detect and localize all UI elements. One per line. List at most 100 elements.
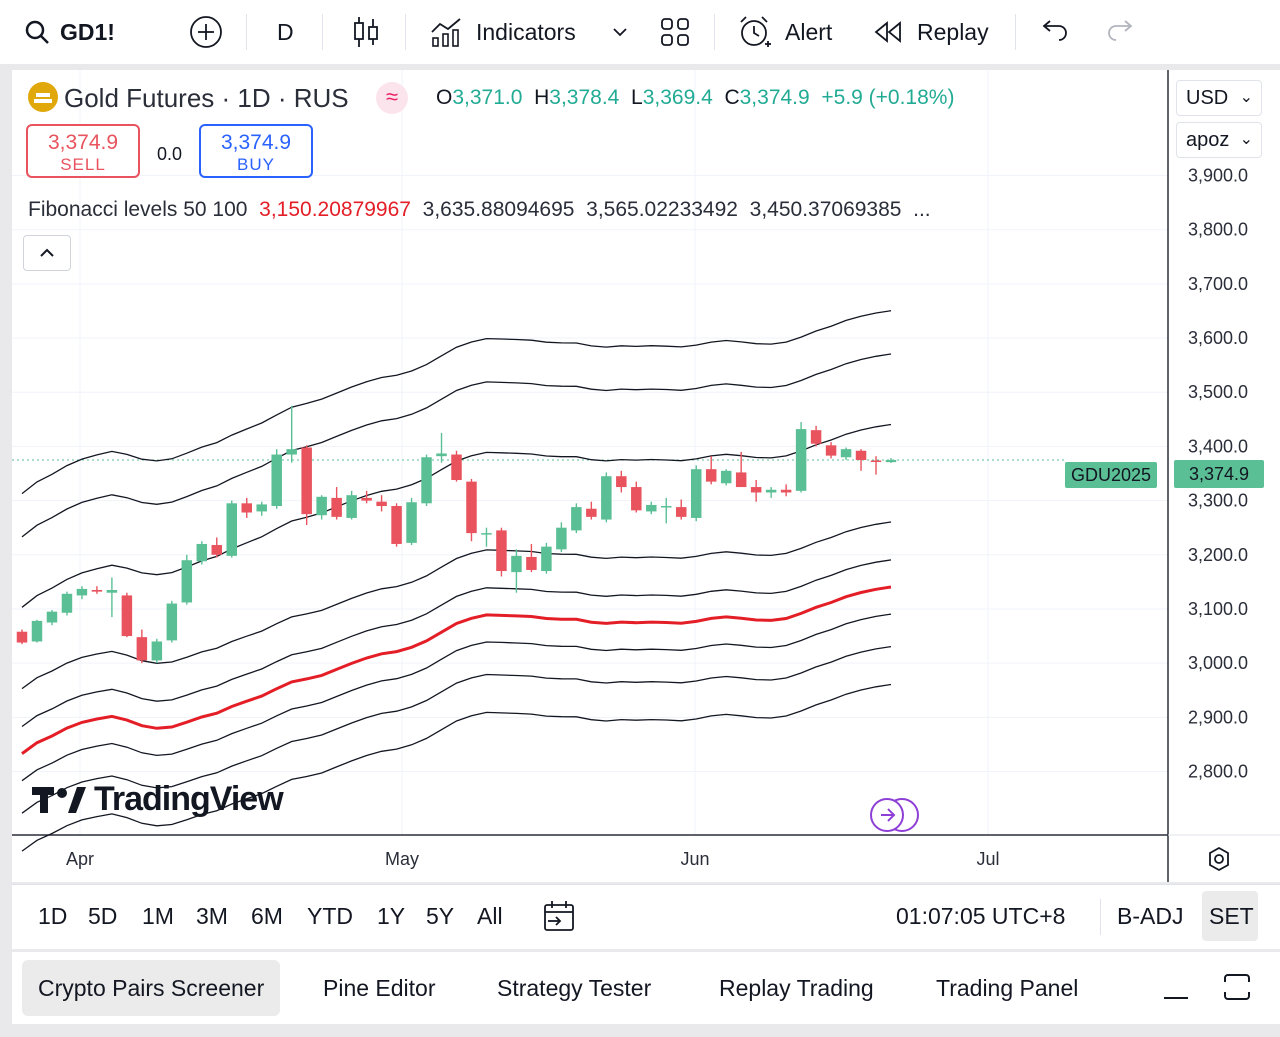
range-5y[interactable]: 5Y bbox=[426, 903, 455, 929]
candle bbox=[256, 501, 267, 516]
candle bbox=[705, 456, 717, 485]
undo-button[interactable] bbox=[1041, 12, 1069, 52]
candle bbox=[870, 456, 882, 475]
candle bbox=[780, 484, 792, 497]
interval-label: D bbox=[277, 18, 294, 45]
replay-button[interactable]: Replay bbox=[873, 12, 989, 52]
candle bbox=[720, 469, 732, 486]
divider bbox=[405, 14, 406, 50]
set-button[interactable]: SET bbox=[1202, 891, 1258, 941]
indicators-icon bbox=[431, 18, 461, 47]
candle bbox=[616, 470, 627, 493]
sell-button[interactable]: 3,374.9 SELL bbox=[26, 124, 140, 178]
candle bbox=[825, 442, 837, 459]
alert-button[interactable]: Alert bbox=[737, 12, 832, 52]
compare-symbol-button[interactable] bbox=[189, 12, 223, 52]
range-1y[interactable]: 1Y bbox=[377, 903, 406, 929]
indicators-label: Indicators bbox=[476, 18, 576, 45]
candle bbox=[750, 480, 762, 502]
layout-button[interactable] bbox=[660, 12, 690, 52]
range-all[interactable]: All bbox=[477, 903, 503, 929]
candle bbox=[661, 497, 672, 524]
tab-replay-trading[interactable]: Replay Trading bbox=[719, 974, 874, 1001]
currency-select[interactable]: USD ⌄ bbox=[1176, 80, 1262, 116]
candle bbox=[46, 610, 58, 626]
range-1d[interactable]: 1D bbox=[38, 903, 68, 929]
chart-type-button[interactable] bbox=[352, 12, 380, 52]
candle bbox=[91, 586, 103, 594]
candle bbox=[496, 527, 507, 577]
unit-select[interactable]: apoz ⌄ bbox=[1176, 122, 1262, 158]
maximize-panel-button[interactable] bbox=[1222, 972, 1252, 1007]
tab-trading-panel[interactable]: Trading Panel bbox=[936, 974, 1079, 1001]
candle bbox=[316, 495, 327, 520]
chevron-up-icon bbox=[40, 248, 54, 257]
candle bbox=[885, 458, 897, 463]
tab-crypto-pairs-screener[interactable]: Crypto Pairs Screener bbox=[22, 960, 281, 1016]
candles-icon bbox=[354, 17, 378, 47]
range-5d[interactable]: 5D bbox=[88, 903, 118, 929]
divider bbox=[246, 14, 247, 50]
tab-strategy-tester[interactable]: Strategy Tester bbox=[497, 974, 652, 1001]
indicators-dropdown[interactable] bbox=[612, 12, 628, 52]
range-3m[interactable]: 3M bbox=[196, 903, 228, 929]
candle bbox=[361, 490, 372, 504]
symbol-title[interactable]: Gold Futures · 1D · RUS bbox=[64, 83, 349, 113]
candle bbox=[481, 527, 492, 547]
y-tick-label: 2,900.0 bbox=[1188, 707, 1248, 727]
search-icon bbox=[25, 20, 49, 44]
redo-button[interactable] bbox=[1106, 12, 1134, 52]
chart-settings-button[interactable] bbox=[1206, 846, 1232, 877]
chevron-down-icon: ⌄ bbox=[1239, 131, 1253, 148]
calendar-icon bbox=[544, 901, 574, 931]
undo-icon bbox=[1042, 20, 1067, 41]
buy-button[interactable]: 3,374.9 BUY bbox=[199, 124, 313, 178]
candle bbox=[136, 629, 148, 664]
range-6m[interactable]: 6M bbox=[251, 903, 283, 929]
indicators-button[interactable]: Indicators bbox=[430, 12, 576, 52]
fib-band-line bbox=[21, 613, 892, 782]
symbol-search[interactable]: GD1! bbox=[24, 12, 115, 52]
fib-band-line bbox=[21, 310, 892, 495]
range-1m[interactable]: 1M bbox=[142, 903, 174, 929]
ohlc-values: O3,371.0 H3,378.4 L3,369.4 C3,374.9 +5.9… bbox=[436, 86, 955, 109]
fibonacci-legend[interactable]: Fibonacci levels 50 100 3,150.20879967 3… bbox=[28, 198, 931, 221]
collapse-legend-button[interactable] bbox=[23, 235, 71, 271]
candle bbox=[406, 497, 417, 546]
exchange-logo bbox=[28, 82, 58, 112]
candle bbox=[121, 592, 133, 638]
candle bbox=[810, 425, 822, 447]
interval-button[interactable]: D bbox=[277, 12, 294, 52]
replay-label: Replay bbox=[917, 18, 989, 45]
y-tick-label: 3,400.0 bbox=[1188, 436, 1248, 456]
last-price-label: 3,374.9 bbox=[1174, 460, 1264, 488]
range-ytd[interactable]: YTD bbox=[307, 903, 353, 929]
price-chart[interactable]: 3,900.0 3,800.0 3,700.0 3,600.0 3,500.0 3,400… bbox=[12, 70, 1280, 882]
scroll-forward-icon bbox=[870, 798, 919, 832]
candle bbox=[855, 449, 867, 471]
goto-date-button[interactable] bbox=[542, 899, 576, 938]
top-toolbar: GD1! D Indicators Alert Replay bbox=[0, 0, 1280, 64]
fib-band-line bbox=[21, 683, 892, 852]
badj-button[interactable]: B-ADJ bbox=[1117, 903, 1184, 929]
fib-band-line bbox=[21, 353, 892, 538]
candle bbox=[511, 549, 522, 593]
candle bbox=[840, 447, 852, 460]
timezone-clock[interactable]: 01:07:05 UTC+8 bbox=[896, 903, 1066, 929]
candle bbox=[301, 445, 312, 525]
fib-band-line bbox=[21, 559, 892, 728]
source-badge[interactable]: ≈ bbox=[376, 82, 408, 114]
tradingview-watermark[interactable]: TradingView bbox=[32, 780, 284, 819]
fib-band-line bbox=[21, 521, 892, 690]
candle bbox=[211, 537, 223, 558]
x-tick-label: May bbox=[385, 849, 419, 869]
candle bbox=[690, 465, 702, 522]
candle bbox=[376, 495, 387, 512]
divider bbox=[714, 14, 715, 50]
candle bbox=[795, 422, 807, 493]
candle bbox=[196, 541, 208, 565]
chart-pane: 3,900.0 3,800.0 3,700.0 3,600.0 3,500.0 3,400… bbox=[12, 70, 1280, 882]
minimize-panel-button[interactable] bbox=[1162, 982, 1190, 1007]
tab-pine-editor[interactable]: Pine Editor bbox=[323, 974, 436, 1001]
scroll-to-realtime-button[interactable] bbox=[868, 796, 922, 839]
